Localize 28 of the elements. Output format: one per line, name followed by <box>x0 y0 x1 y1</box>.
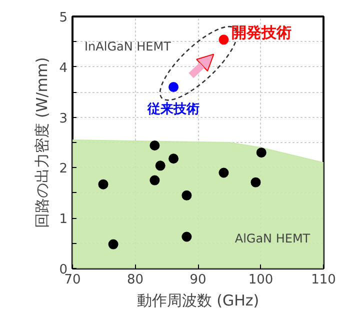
y-tick-label: 4 <box>59 60 68 76</box>
point <box>150 140 160 151</box>
x-tick-label: 80 <box>126 272 144 288</box>
x-tick-label: 100 <box>248 272 274 288</box>
point <box>98 179 108 190</box>
series-label: 開発技術 <box>232 24 292 42</box>
point <box>250 177 261 188</box>
x-tick-label: 110 <box>311 272 336 288</box>
y-tick-label: 2 <box>59 162 68 177</box>
x-axis-title: 動作周波数 (GHz) <box>136 292 260 310</box>
x-tick-label: 90 <box>190 272 206 288</box>
y-tick-label: 3 <box>59 111 68 126</box>
point <box>108 239 118 250</box>
point <box>168 154 179 164</box>
annotation: AlGaN HEMT <box>234 232 311 246</box>
y-tick-label: 5 <box>59 10 68 26</box>
point <box>182 190 192 200</box>
point <box>155 160 166 171</box>
series-label: 従来技術 <box>146 102 200 118</box>
point <box>218 168 229 178</box>
point <box>256 148 266 158</box>
y-tick-label: 1 <box>59 212 68 228</box>
point <box>150 175 160 186</box>
point <box>218 34 229 45</box>
y-axis-title: 回路の出力密度 (W/mm) <box>33 57 52 228</box>
point <box>182 232 192 242</box>
point <box>168 82 179 92</box>
annotation: InAlGaN HEMT <box>84 40 172 54</box>
